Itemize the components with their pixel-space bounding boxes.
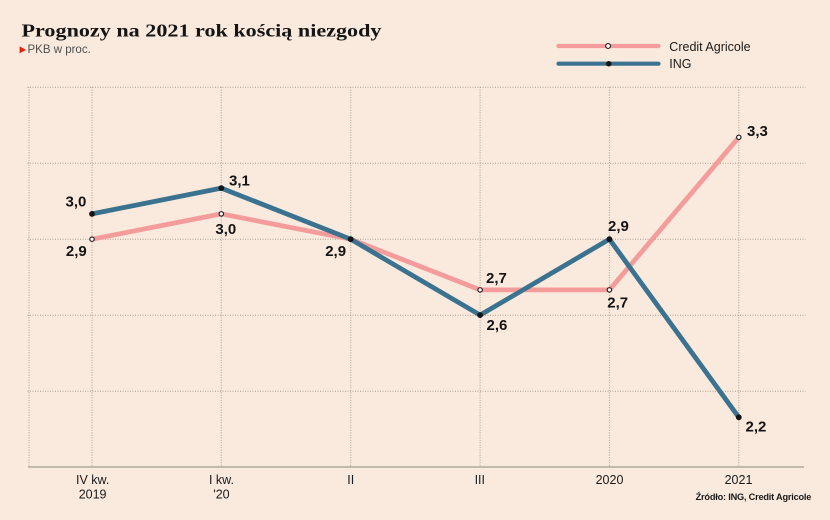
svg-text:II: II bbox=[347, 473, 354, 487]
svg-text:III: III bbox=[475, 473, 485, 487]
svg-text:IV kw.: IV kw. bbox=[76, 473, 109, 487]
svg-text:2019: 2019 bbox=[79, 487, 107, 501]
svg-text:3,0: 3,0 bbox=[66, 193, 87, 210]
svg-text:2,9: 2,9 bbox=[66, 243, 87, 260]
svg-text:Źródło: ING, Credit Agricole: Źródło: ING, Credit Agricole bbox=[696, 491, 812, 502]
svg-text:2,7: 2,7 bbox=[486, 270, 507, 287]
svg-text:I kw.: I kw. bbox=[209, 473, 234, 487]
svg-text:3,0: 3,0 bbox=[215, 221, 236, 238]
svg-text:2,6: 2,6 bbox=[487, 317, 508, 334]
svg-text:2020: 2020 bbox=[596, 473, 624, 487]
svg-text:3,3: 3,3 bbox=[747, 123, 768, 140]
svg-text:2,9: 2,9 bbox=[325, 243, 346, 260]
svg-text:Prognozy na 2021 rok kością ni: Prognozy na 2021 rok kością niezgody bbox=[22, 20, 382, 40]
svg-text:3,1: 3,1 bbox=[229, 173, 250, 190]
svg-text:2,2: 2,2 bbox=[746, 418, 767, 435]
svg-text:2021: 2021 bbox=[725, 473, 753, 487]
svg-text:'20: '20 bbox=[213, 487, 229, 501]
svg-text:2,7: 2,7 bbox=[607, 295, 628, 312]
svg-text:2,9: 2,9 bbox=[608, 218, 629, 235]
svg-text:ING: ING bbox=[669, 57, 691, 71]
svg-text:PKB w proc.: PKB w proc. bbox=[28, 44, 91, 56]
svg-text:Credit Agricole: Credit Agricole bbox=[669, 40, 750, 54]
